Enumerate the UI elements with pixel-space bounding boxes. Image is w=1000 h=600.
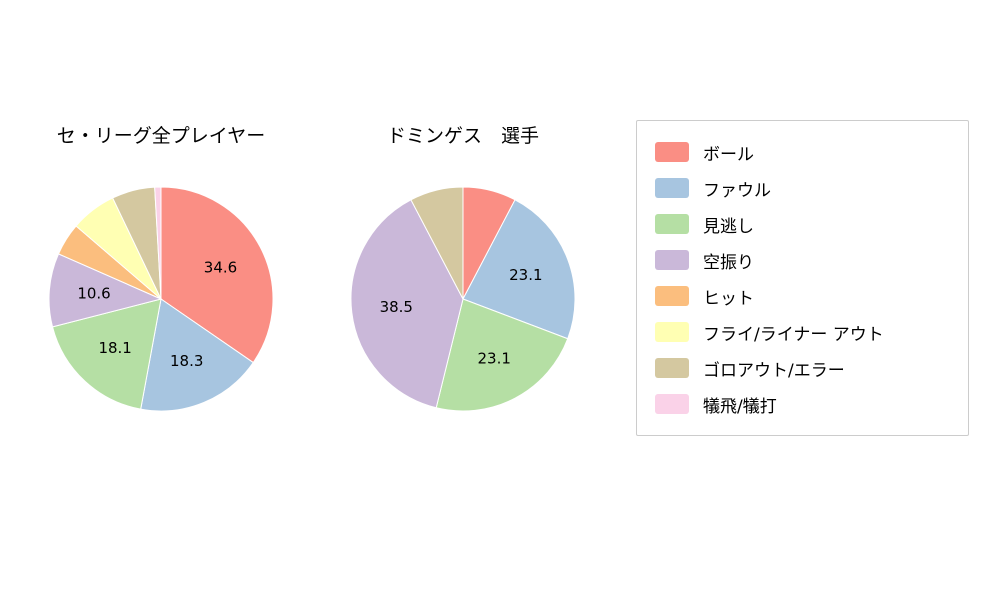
pie-slice-label: 23.1 [478,350,511,368]
pie-slice-7 [154,186,162,300]
pie-slice-1 [140,298,254,412]
pie-chart-player: 23.1 23.1 38.5 [350,186,576,412]
pie-slice-label: 10.6 [77,285,110,303]
pie-chart-league-block: セ・リーグ全プレイヤー 34.6 18.3 18.1 10.6 [28,122,294,418]
legend-swatch [655,250,689,270]
pie-chart-league: 34.6 18.3 18.1 10.6 [48,186,274,412]
pie-slice-3 [48,253,163,328]
legend-swatch [655,286,689,306]
legend-label: フライ/ライナー アウト [703,324,884,345]
legend-swatch [655,322,689,342]
legend-item: 犠飛/犠打 [655,386,950,422]
legend-label: ファウル [703,180,771,201]
legend-swatch [655,358,689,378]
legend-item: ゴロアウト/エラー [655,350,950,386]
legend-swatch [655,214,689,234]
legend-label: ゴロアウト/エラー [703,360,845,381]
legend-item: ヒット [655,278,950,314]
pie-chart-player-block: ドミンゲス 選手 23.1 23.1 38.5 [330,122,596,418]
legend: ボールファウル見逃し空振りヒットフライ/ライナー アウト ゴロアウト/エラー 犠飛/… [636,120,969,436]
pie-slice-3 [350,199,464,409]
legend-swatch [655,178,689,198]
chart-title-league: セ・リーグ全プレイヤー [56,125,266,147]
pie-slice-4 [410,186,464,300]
legend-label: 犠飛/犠打 [703,396,777,417]
legend-swatch [655,142,689,162]
pie-slice-label: 34.6 [204,259,237,277]
pie-slice-2 [435,298,569,412]
chart-title-player: ドミンゲス 選手 [386,125,539,147]
legend-swatch [655,394,689,414]
pie-slice-1 [462,199,576,340]
pie-slice-label: 23.1 [509,266,542,284]
legend-item: 見逃し [655,206,950,242]
legend-item: 空振り [655,242,950,278]
legend-item: ファウル [655,170,950,206]
legend-label: 見逃し [703,216,754,237]
legend-item: ボール [655,134,950,170]
pie-slice-label: 38.5 [380,298,413,316]
legend-label: ヒット [703,288,754,309]
pie-slice-2 [51,298,162,410]
legend-label: 空振り [703,252,754,273]
pie-slice-label: 18.1 [98,339,131,357]
pie-slice-0 [160,186,274,364]
legend-label: ボール [703,144,754,165]
legend-item: フライ/ライナー アウト [655,314,950,350]
pie-slice-label: 18.3 [170,352,203,370]
